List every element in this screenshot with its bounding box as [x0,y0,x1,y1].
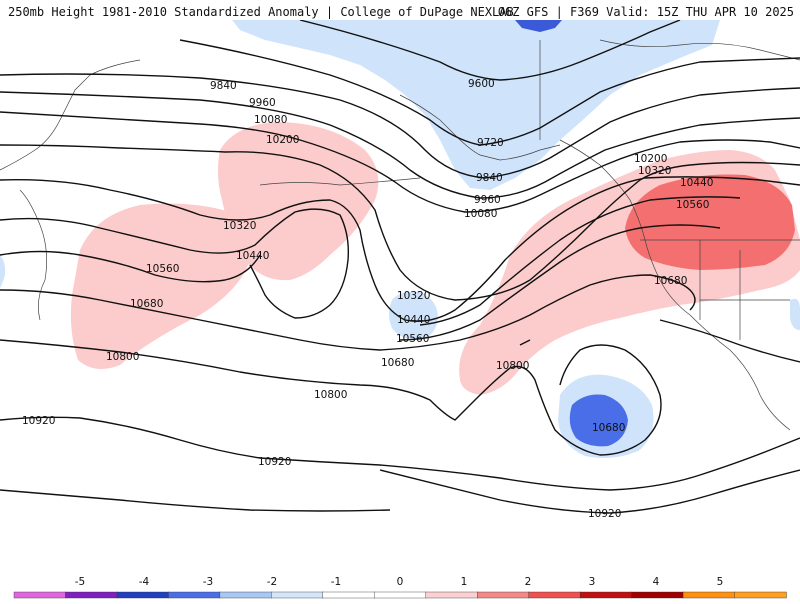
colorbar-swatch [116,591,170,599]
colorbar-swatch [65,591,118,599]
contour-label: 10080 [254,114,287,126]
colorbar-tick-label: 5 [717,576,724,588]
contour-label: 10920 [22,415,55,427]
colorbar-tick-label: 1 [461,576,468,588]
contour-10920 [0,416,800,512]
colorbar-swatch [219,591,273,599]
contour-label: 10680 [592,422,625,434]
contour-label: 10320 [638,165,671,177]
contour-label: 10800 [106,351,139,363]
contour-label: 10320 [397,290,430,302]
map-svg: 9600 9720 9840 9840 9960 9960 10080 1008… [0,20,800,520]
colorbar-swatch [528,591,581,599]
negative-anomaly-west-edge [0,255,6,288]
contour-label: 9840 [476,172,503,184]
negative-anomaly-north-core [515,20,562,32]
map-header: 250mb Height 1981-2010 Standardized Anom… [0,0,800,20]
colorbar-swatch [579,591,633,599]
colorbar-tick-label: 2 [525,576,532,588]
contour-label: 9960 [249,97,276,109]
contour-label: 10920 [258,456,291,468]
contour-label: 9600 [468,78,495,90]
contour-label: 10440 [397,314,430,326]
contour-label: 10800 [314,389,347,401]
negative-anomaly-north [232,20,720,190]
negative-anomaly-east-edge [790,298,800,330]
contour-10920-south [379,469,800,514]
contour-labels: 9600 9720 9840 9840 9960 9960 10080 1008… [22,78,713,520]
colorbar-tick-label: -2 [267,576,277,588]
colorbar-swatch [271,591,324,599]
colorbar-swatch [322,591,375,599]
colorbar-tick-label: 3 [589,576,596,588]
product-title: 250mb Height 1981-2010 Standardized Anom… [8,5,514,19]
contour-label: 10680 [381,357,414,369]
contour-label: 10920 [588,508,621,520]
colorbar-swatch [168,591,221,599]
colorbar-swatch [374,591,427,599]
contour-label: 10440 [236,250,269,262]
colorbar-swatch [13,591,67,599]
height-contours [0,20,800,514]
contour-10800 [0,319,800,456]
colorbar-tick-label: -5 [75,576,85,588]
contour-9600 [299,20,681,81]
contour-label: 10560 [396,333,429,345]
contour-label: 9720 [477,137,504,149]
contour-10560 [0,224,721,341]
contour-label: 10560 [146,263,179,275]
contour-9840 [0,73,800,179]
contour-label: 9960 [474,194,501,206]
coastlines [0,39,800,431]
contour-9720 [179,39,800,146]
model-run-valid-time: 06Z GFS | F369 Valid: 15Z THU APR 10 202… [497,5,794,19]
contour-label: 10200 [634,153,667,165]
contour-10680 [0,274,696,351]
contour-label: 9840 [210,80,237,92]
colorbar-swatches [13,591,787,599]
colorbar-swatch [425,591,478,599]
colorbar-tick-label: -3 [203,576,213,588]
colorbar-tick-label: 0 [397,576,404,588]
colorbar-tick-label: 4 [653,576,660,588]
contour-9960 [0,91,800,199]
contour-10440 [0,196,741,326]
colorbar-ticks: -5 -4 -3 -2 -1 0 1 2 3 4 5 [75,576,724,588]
positive-anomaly-west-pacific [70,203,251,369]
contour-10080 [0,111,800,213]
contour-label: 10680 [130,298,163,310]
contour-label: 10320 [223,220,256,232]
colorbar-swatch [631,591,684,599]
contour-label: 10560 [676,199,709,211]
anomaly-colorbar: -5 -4 -3 -2 -1 0 1 2 3 4 5 [0,572,800,600]
contour-label: 10440 [680,177,713,189]
colorbar-tick-label: -4 [139,576,150,588]
colorbar-svg: -5 -4 -3 -2 -1 0 1 2 3 4 5 [13,576,787,599]
colorbar-swatch [682,591,736,599]
colorbar-tick-label: -1 [331,576,341,588]
contour-10320 [0,176,800,322]
contour-label: 10800 [496,360,529,372]
anomaly-map: 9600 9720 9840 9840 9960 9960 10080 1008… [0,20,800,572]
contour-label: 10080 [464,208,497,220]
negative-anomaly-cutoff-core [569,394,628,447]
contour-label: 10200 [266,134,299,146]
contour-label: 10680 [654,275,687,287]
negative-anomaly-pacific [389,291,438,340]
positive-anomaly-aleutian [217,122,379,281]
colorbar-swatch [477,591,530,599]
anomaly-shading [0,20,800,458]
colorbar-swatch [734,591,787,599]
